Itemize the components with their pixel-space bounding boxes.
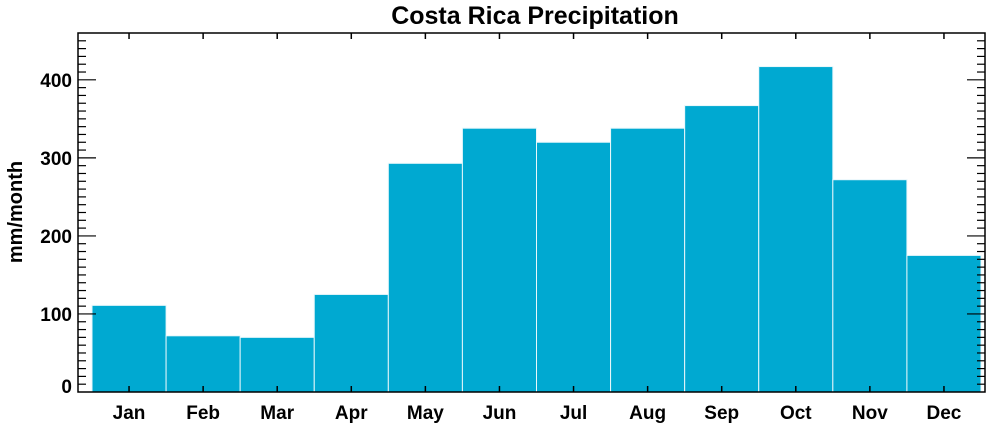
x-tick-label: Dec [927, 403, 962, 424]
bar-sep [684, 105, 760, 393]
bar-feb [165, 335, 241, 393]
y-tick-label: 100 [40, 305, 72, 326]
x-tick-label: Apr [335, 403, 368, 424]
x-tick-label: Mar [260, 403, 294, 424]
bar-jun [461, 127, 537, 393]
y-axis-label: mm/month [5, 161, 27, 263]
bar-jan [91, 304, 167, 393]
x-tick-label: Nov [852, 403, 888, 424]
chart-title: Costa Rica Precipitation [391, 2, 679, 30]
x-tick-label: Jun [483, 403, 517, 424]
x-tick-label: Jul [560, 403, 587, 424]
bar-nov [832, 179, 908, 393]
bar-mar [239, 336, 315, 393]
y-tick-label: 400 [40, 71, 72, 92]
bar-jul [536, 141, 612, 393]
x-tick-label: Aug [629, 403, 666, 424]
y-tick-label: 0 [61, 377, 72, 398]
x-tick-label: Feb [186, 403, 220, 424]
bar-apr [313, 293, 389, 393]
y-tick-label: 200 [40, 227, 72, 248]
x-tick-label: Jan [113, 403, 146, 424]
bar-aug [610, 127, 686, 393]
bar-may [387, 162, 463, 393]
x-tick-label: Sep [704, 403, 739, 424]
x-tick-label: Oct [780, 403, 812, 424]
x-tick-label: May [407, 403, 444, 424]
y-tick-label: 300 [40, 149, 72, 170]
bar-dec [906, 254, 982, 393]
bar-oct [758, 66, 834, 393]
